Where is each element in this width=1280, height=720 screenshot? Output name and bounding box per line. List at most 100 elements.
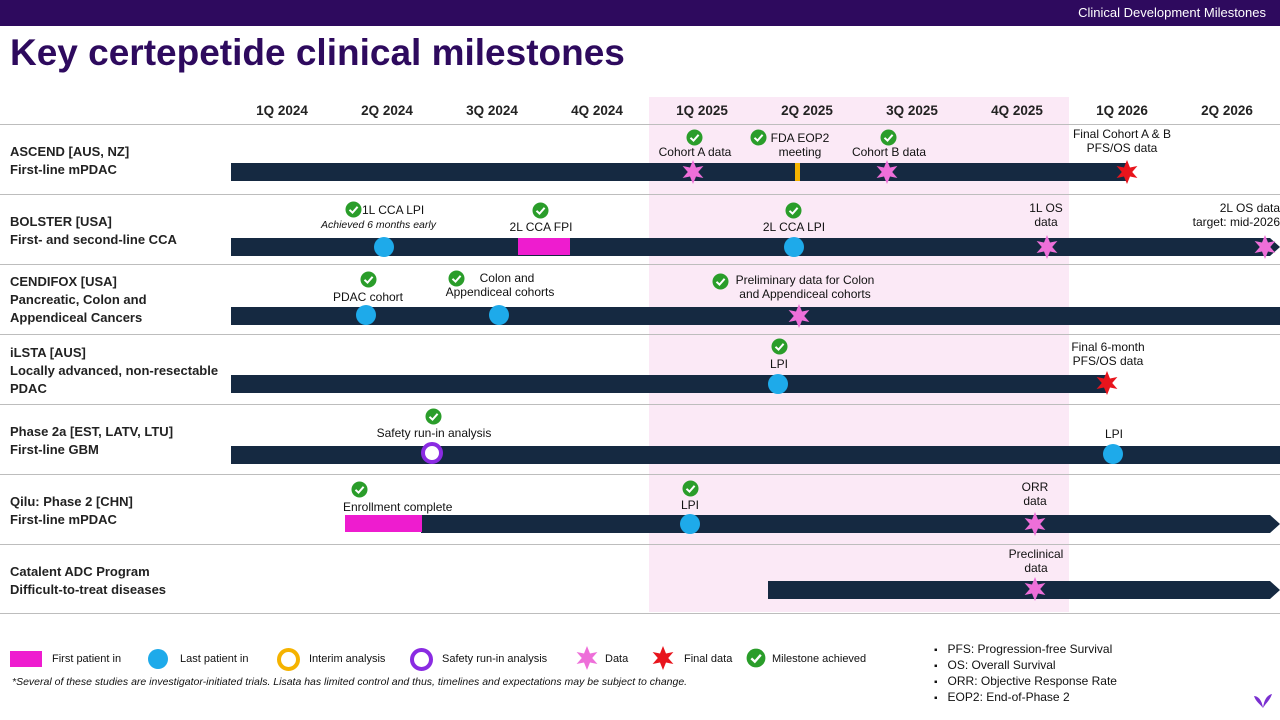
legend-data-star-icon bbox=[574, 645, 600, 676]
ilsta-bar bbox=[231, 375, 1107, 393]
data-star-icon bbox=[1034, 234, 1060, 265]
row-label-ilsta: iLSTA [AUS] Locally advanced, non-resecta… bbox=[10, 345, 219, 396]
legend-last-patient-swatch bbox=[148, 649, 168, 669]
row-label-catalent: Catalent ADC Program Difficult-to-treat d… bbox=[10, 564, 167, 597]
bolster-early-note: Achieved 6 months early bbox=[321, 219, 436, 231]
data-star-icon bbox=[874, 159, 900, 190]
data-star-icon bbox=[1022, 511, 1048, 542]
final-star-icon bbox=[1094, 370, 1120, 401]
first-patient-marker bbox=[518, 238, 570, 255]
legend-last-patient: Last patient in bbox=[180, 653, 249, 665]
phase2a-safety-label: Safety run-in analysis bbox=[376, 426, 492, 440]
qilu-arrow bbox=[1270, 515, 1280, 533]
bolster-2l-lpi-label: 2L CCA LPI bbox=[762, 220, 826, 234]
data-star-icon bbox=[680, 159, 706, 190]
last-patient-dot bbox=[489, 305, 509, 325]
abbreviation-item: PFS: Progression-free Survival bbox=[934, 642, 1113, 656]
catalent-bar bbox=[768, 581, 1270, 599]
quarter-header: 3Q 2024 bbox=[466, 103, 518, 118]
row-divider bbox=[0, 124, 1280, 125]
row-label-bolster: BOLSTER [USA] First- and second-line CCA bbox=[10, 214, 177, 247]
page-title: Key certepetide clinical milestones bbox=[10, 32, 625, 73]
quarter-header: 4Q 2025 bbox=[991, 103, 1043, 118]
first-patient-marker bbox=[345, 515, 422, 532]
catalent-preclinical-label: Preclinical data bbox=[1008, 547, 1064, 575]
last-patient-dot bbox=[784, 237, 804, 257]
check-icon bbox=[532, 202, 549, 224]
row-divider bbox=[0, 404, 1280, 405]
legend-final-star-icon bbox=[650, 645, 676, 676]
qilu-orr-label: ORR data bbox=[1021, 480, 1049, 508]
row-divider bbox=[0, 194, 1280, 195]
row-divider bbox=[0, 544, 1280, 545]
abbreviation-item: ORR: Objective Response Rate bbox=[934, 674, 1117, 688]
bolster-1l-os-label: 1L OS data bbox=[1029, 201, 1063, 229]
legend-safety: Safety run-in analysis bbox=[442, 653, 548, 665]
quarter-header: 2Q 2024 bbox=[361, 103, 413, 118]
row-label-cendifox: CENDIFOX [USA] Pancreatic, Colon and Appen… bbox=[10, 274, 147, 325]
cendifox-bar bbox=[231, 307, 1280, 325]
last-patient-dot bbox=[680, 514, 700, 534]
last-patient-dot bbox=[356, 305, 376, 325]
data-star-icon bbox=[1022, 576, 1048, 607]
row-divider bbox=[0, 474, 1280, 475]
catalent-arrow bbox=[1270, 581, 1280, 599]
ascend-cohort-a-label: Cohort A data bbox=[658, 145, 732, 159]
footnote: *Several of these studies are investigat… bbox=[12, 676, 688, 688]
cendifox-pdac-label: PDAC cohort bbox=[332, 290, 404, 304]
ascend-bar bbox=[231, 163, 1127, 181]
quarter-header: 1Q 2024 bbox=[256, 103, 308, 118]
legend-achieved: Milestone achieved bbox=[772, 653, 867, 665]
phase2a-lpi-label: LPI bbox=[1104, 427, 1123, 441]
legend-interim-swatch bbox=[277, 648, 300, 671]
bolster-arrow bbox=[1270, 238, 1280, 256]
bolster-2l-fpi-label: 2L CCA FPI bbox=[509, 220, 573, 234]
legend-interim: Interim analysis bbox=[309, 653, 386, 665]
check-icon bbox=[712, 273, 729, 295]
quarter-header: 2Q 2025 bbox=[781, 103, 833, 118]
qilu-bar bbox=[421, 515, 1270, 533]
last-patient-dot bbox=[1103, 444, 1123, 464]
data-star-icon bbox=[786, 303, 812, 334]
check-icon bbox=[448, 270, 465, 292]
quarter-header: 2Q 2026 bbox=[1201, 103, 1253, 118]
legend-first-patient: First patient in bbox=[52, 653, 122, 665]
phase2a-bar bbox=[231, 446, 1280, 464]
check-icon bbox=[880, 129, 897, 151]
quarter-header: 1Q 2025 bbox=[676, 103, 728, 118]
legend-safety-swatch bbox=[410, 648, 433, 671]
check-icon bbox=[425, 408, 442, 430]
quarter-header: 4Q 2024 bbox=[571, 103, 623, 118]
qilu-lpi-label: LPI bbox=[680, 498, 699, 512]
cendifox-colon-label: Colon and Appendiceal cohorts bbox=[445, 271, 555, 299]
ilsta-final-label: Final 6-month PFS/OS data bbox=[1071, 340, 1145, 368]
ascend-final-label: Final Cohort A & B PFS/OS data bbox=[1072, 127, 1172, 155]
section-title: Clinical Development Milestones bbox=[1078, 5, 1266, 20]
bolster-1l-lpi-label: 1L CCA LPI bbox=[362, 203, 425, 217]
safety-run-in-ring bbox=[421, 442, 443, 464]
row-divider bbox=[0, 334, 1280, 335]
last-patient-dot bbox=[374, 237, 394, 257]
bolster-bar bbox=[231, 238, 1270, 256]
check-icon bbox=[686, 129, 703, 151]
legend-final: Final data bbox=[684, 653, 733, 665]
check-icon bbox=[360, 271, 377, 293]
legend-data: Data bbox=[605, 653, 629, 665]
quarter-header: 1Q 2026 bbox=[1096, 103, 1148, 118]
cendifox-prelim-label: Preliminary data for Colon and Appendicea… bbox=[735, 273, 875, 301]
ilsta-lpi-label: LPI bbox=[769, 357, 788, 371]
final-star-icon bbox=[1114, 159, 1140, 190]
ascend-cohort-b-label: Cohort B data bbox=[851, 145, 927, 159]
row-label-ascend: ASCEND [AUS, NZ] First-line mPDAC bbox=[10, 144, 130, 177]
top-banner: Clinical Development Milestones bbox=[0, 0, 1280, 26]
row-label-qilu: Qilu: Phase 2 [CHN] First-line mPDAC bbox=[10, 494, 133, 527]
row-label-phase2a: Phase 2a [EST, LATV, LTU] First-line GBM bbox=[10, 424, 174, 457]
check-icon bbox=[750, 129, 767, 151]
row-divider bbox=[0, 264, 1280, 265]
last-patient-dot bbox=[768, 374, 788, 394]
check-icon bbox=[771, 338, 788, 360]
bolster-2l-os-label: 2L OS data target: mid-2026 bbox=[1192, 201, 1280, 229]
interim-analysis-marker bbox=[795, 163, 800, 181]
check-icon bbox=[351, 481, 368, 503]
check-icon bbox=[785, 202, 802, 224]
